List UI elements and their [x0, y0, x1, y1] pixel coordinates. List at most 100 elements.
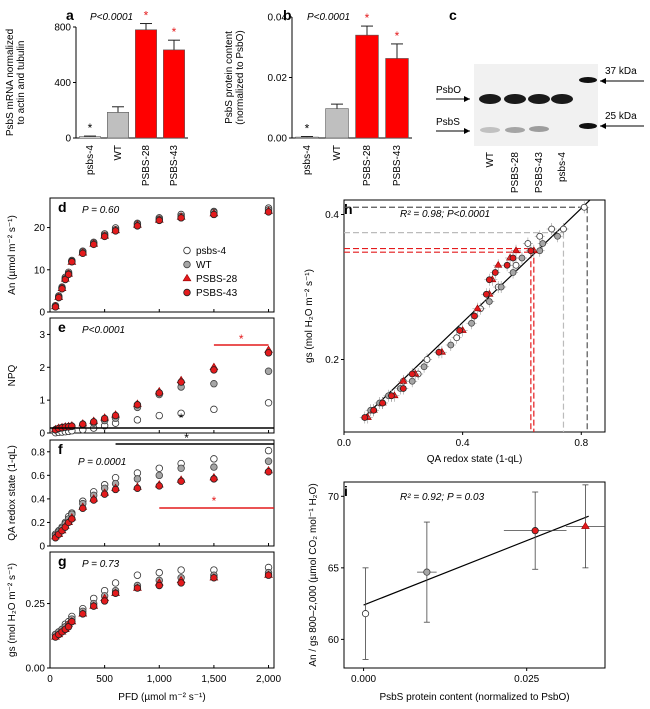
panel-i-point-psbs-4 [361, 610, 370, 618]
panel-h-point-PSBS-43 [379, 399, 386, 407]
panel-f-sig-star-red: * [212, 494, 217, 508]
psbs-band [480, 127, 500, 133]
panel-h-letter: h [344, 201, 353, 217]
panel-d-point-PSBS-43 [68, 258, 76, 266]
panel-h-point-WT [518, 254, 526, 262]
panel-e-y-axis-label: NPQ [7, 364, 18, 386]
panel-f-point-PSBS-43 [177, 477, 185, 485]
panel-h-point-PSBS-43 [491, 269, 499, 276]
psbo-band [551, 94, 573, 104]
panel-a-y-tick-label: 800 [54, 23, 71, 34]
panel-g-point-PSBS-43 [64, 623, 73, 631]
panel-f-point-psbs-4 [155, 464, 163, 472]
panel-h-point-WT [554, 232, 561, 240]
panel-d-y-tick-label: 0 [39, 308, 45, 319]
panel-b-y-axis-label: PsbS protein content [224, 31, 235, 124]
panel-h-x-tick-label: 0.8 [574, 438, 588, 449]
panel-h-point-PSBS-43 [388, 392, 395, 400]
panel-f-sig-star-black: * [184, 431, 189, 445]
panel-e-point-PSBS-43 [111, 411, 120, 420]
panel-f-point-WT [155, 471, 163, 480]
panel-i-y-axis-label: An / gs 800–2,000 (µmol CO₂ mol⁻¹ H₂O) [308, 483, 319, 666]
panel-i-annotation: R² = 0.92; P = 0.03 [400, 492, 485, 503]
panel-i-frame [343, 481, 606, 669]
panel-h-point-psbs-4 [423, 356, 431, 363]
panel-f-y-tick-label: 0.2 [31, 518, 45, 529]
panel-e-frame [49, 317, 275, 434]
panel-e-point-psbs-4 [264, 399, 273, 407]
panel-h-point-PSBS-43 [361, 414, 369, 421]
panel-e-point-PSBS-43 [264, 349, 273, 357]
panel-a-y-axis-label: PsbS mRNA normalized [5, 29, 16, 136]
panel-f-point-PSBS-43 [155, 482, 163, 490]
panel-h-x-axis-label: QA redox state (1-qL) [427, 454, 523, 465]
panel-i-letter: i [344, 483, 348, 499]
panel-g-y-tick-label: 0.25 [26, 599, 46, 610]
panel-d-y-axis-label: An (µmol m⁻² s⁻¹) [7, 215, 18, 295]
panel-b-bar [295, 136, 319, 139]
panel-h-point-WT [420, 363, 428, 371]
panel-h-point-PSBS-43 [503, 261, 511, 269]
panel-a-bar [79, 136, 101, 139]
panel-e-point-WT [264, 367, 273, 375]
panel-f-y-tick-label: 0.4 [31, 494, 45, 505]
panel-d-point-PSBS-43 [210, 210, 218, 219]
panel-g-point-PSBS-43 [111, 589, 120, 597]
panel-a-letter: a [66, 7, 74, 23]
panel-a-annotation: P<0.0001 [90, 12, 133, 23]
blot-label-psbs: PsbS [436, 117, 460, 128]
ladder-band-37 [579, 77, 597, 83]
legend-label-WT: WT [196, 260, 212, 271]
panel-f-frame [49, 439, 275, 547]
panel-g-point-PSBS-43 [100, 597, 109, 605]
panel-g-x-tick-label: 2,000 [256, 674, 281, 685]
panel-a-significance-star: * [144, 9, 149, 23]
panel-f-point-PSBS-43 [264, 468, 273, 476]
panel-b-y-tick-label: 0.00 [268, 134, 288, 145]
panel-f-point-PSBS-43 [111, 485, 120, 494]
legend-marker-psbs-4 [183, 246, 191, 255]
panel-d-point-PSBS-43 [61, 275, 69, 284]
panel-b-significance-star: * [305, 121, 310, 135]
panel-a-significance-star: * [88, 121, 93, 135]
panel-d-point-PSBS-43 [111, 227, 120, 235]
panel-e-point-WT [210, 380, 218, 388]
panel-g-x-tick-label: 1,000 [147, 674, 172, 685]
panel-d-letter: d [58, 199, 67, 215]
ladder-arrowhead-25 [600, 123, 606, 129]
panel-f-point-PSBS-43 [210, 475, 218, 483]
blot-lane-label: PSBS-28 [510, 152, 521, 194]
psbo-band [528, 94, 550, 104]
ladder-band-25 [579, 123, 597, 129]
panel-b-significance-star: * [395, 29, 400, 43]
panel-h-point-psbs-4 [560, 225, 567, 233]
panel-g-annotation: P = 0.73 [82, 559, 120, 570]
panel-g-letter: g [58, 553, 67, 569]
panel-h-point-WT [509, 269, 517, 276]
panel-b-y-tick-label: 0.04 [268, 13, 288, 24]
panel-g-point-PSBS-43 [210, 574, 218, 582]
psbo-arrowhead [464, 96, 470, 102]
panel-g-point-PSBS-43 [68, 617, 76, 626]
panel-e-point-PSBS-43 [100, 414, 109, 423]
psbo-band [504, 94, 526, 104]
panel-b-category-label: PSBS-43 [392, 145, 403, 187]
panel-d-point-PSBS-43 [64, 270, 73, 279]
panel-f-y-tick-label: 0 [39, 542, 45, 553]
panel-f-y-tick-label: 0.8 [31, 447, 45, 458]
panel-d-point-PSBS-43 [264, 208, 273, 216]
panel-h-point-psbs-4 [512, 261, 520, 269]
panel-e-point-psbs-4 [133, 416, 142, 424]
panel-h-y-tick-label: 0.4 [325, 210, 339, 221]
panel-g-point-PSBS-43 [79, 610, 87, 618]
panel-h-x-tick-label: 0.4 [456, 438, 470, 449]
panel-a-significance-star: * [172, 25, 177, 39]
panel-h-point-psbs-4 [580, 203, 588, 211]
panel-h-y-axis-label: gs (mol H₂O m⁻² s⁻¹) [304, 269, 315, 363]
panel-d-point-PSBS-43 [79, 249, 87, 258]
panel-h-point-PSBS-28 [511, 246, 521, 254]
panel-e-annotation: P<0.0001 [82, 325, 125, 336]
panel-f-point-WT [177, 464, 185, 472]
panel-d-point-PSBS-43 [100, 232, 109, 241]
legend-label-psbs-4: psbs-4 [196, 246, 226, 257]
